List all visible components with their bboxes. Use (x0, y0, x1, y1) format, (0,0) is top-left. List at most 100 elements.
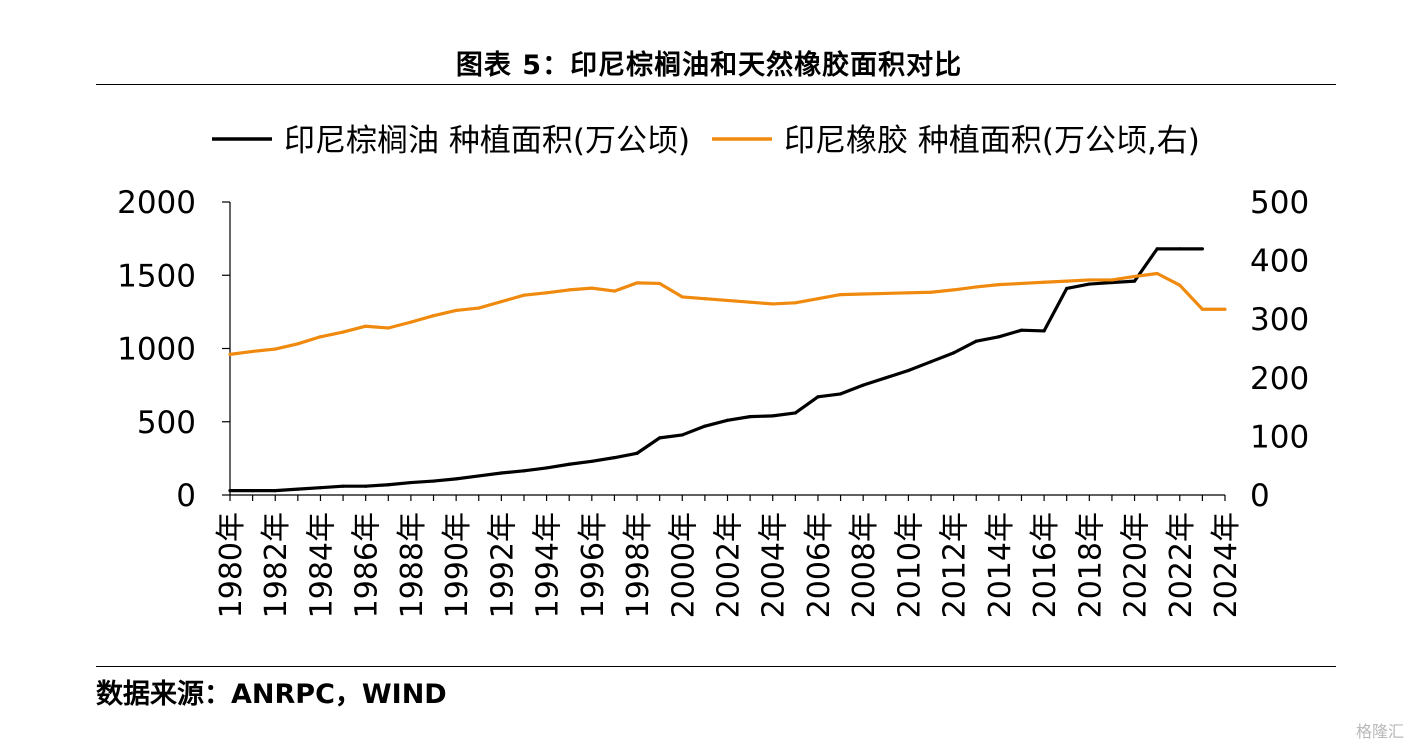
data-point (296, 487, 300, 491)
data-point (1065, 279, 1069, 283)
data-point (409, 320, 413, 324)
data-point (861, 383, 865, 387)
data-point (793, 301, 797, 305)
data-point (522, 469, 526, 473)
data-point (318, 486, 323, 490)
x-axis-tick-label: 2012年 (938, 512, 973, 618)
data-point (703, 297, 707, 301)
data-point (748, 415, 752, 419)
data-point (499, 300, 503, 304)
series-line-palm-oil (230, 247, 1203, 493)
page-title: 图表 5：印尼棕榈油和天然橡胶面积对比 (455, 50, 963, 81)
data-point (1087, 282, 1091, 286)
data-point (838, 292, 843, 297)
right-axis-tick-label: 0 (1250, 478, 1270, 514)
data-point (725, 298, 730, 303)
left-axis-tick-label: 500 (137, 405, 196, 441)
data-point (635, 281, 639, 285)
data-point (861, 292, 865, 296)
x-axis-tick-label: 1984年 (304, 512, 339, 618)
data-source: 数据来源：ANRPC，WIND (96, 679, 447, 710)
data-point (273, 347, 277, 351)
data-point (1110, 278, 1114, 282)
data-point (228, 489, 232, 493)
data-point (725, 418, 730, 422)
x-axis-tick-label: 2010年 (892, 512, 927, 618)
x-axis-tick-label: 1986年 (350, 512, 385, 618)
data-point (1155, 247, 1159, 251)
data-point (431, 314, 436, 318)
data-point (251, 489, 255, 493)
data-point (612, 456, 617, 460)
data-point (341, 330, 345, 334)
x-axis-tick-label: 2002年 (712, 512, 747, 618)
right-axis-tick-label: 400 (1250, 244, 1309, 280)
x-axis-tick-label: 1980年 (214, 512, 249, 618)
data-point (1019, 281, 1024, 286)
x-axis-tick-label: 2018年 (1073, 512, 1108, 618)
x-axis-tick-label: 2000年 (666, 512, 701, 618)
data-point (612, 289, 617, 293)
data-point (1200, 247, 1204, 251)
data-point (1178, 283, 1182, 287)
left-axis-tick-label: 1000 (117, 332, 196, 368)
data-point (658, 436, 662, 440)
data-point (816, 297, 820, 301)
data-point (1132, 279, 1137, 283)
data-point (454, 308, 458, 313)
data-point (997, 335, 1001, 339)
data-point (567, 462, 571, 466)
data-point (974, 285, 978, 289)
data-point (952, 351, 956, 355)
x-axis-tick-label: 1992年 (485, 512, 520, 618)
data-point (793, 411, 797, 415)
data-point (544, 291, 549, 295)
right-axis-tick-label: 500 (1250, 185, 1309, 221)
data-point (771, 302, 775, 306)
data-point (477, 474, 481, 478)
right-axis-tick-label: 200 (1250, 361, 1309, 397)
series-layer (228, 247, 1227, 493)
data-point (952, 288, 956, 292)
data-point (364, 324, 368, 328)
data-point (1019, 328, 1024, 332)
data-point (499, 471, 503, 475)
data-point (680, 295, 684, 299)
source-divider (96, 666, 1336, 667)
data-point (838, 392, 843, 396)
data-point (703, 424, 707, 428)
data-point (1223, 307, 1227, 311)
data-point (816, 395, 820, 399)
data-point (929, 360, 933, 364)
data-point (386, 483, 390, 487)
x-axis-tick-label: 1988年 (395, 512, 430, 618)
data-point (1200, 307, 1204, 311)
data-point (680, 433, 684, 437)
chart-legend: 印尼棕榈油 种植面积(万公顷) 印尼橡胶 种植面积(万公顷,右) (212, 123, 1200, 159)
line-chart: 印尼棕榈油 种植面积(万公顷) 印尼橡胶 种植面积(万公顷,右) 0 500 1000… (117, 123, 1309, 618)
data-point (454, 477, 458, 481)
x-axis-tick-label: 2016年 (1028, 512, 1063, 618)
data-point (567, 288, 571, 292)
data-point (431, 479, 436, 483)
legend-label: 印尼橡胶 种植面积(万公顷,右) (784, 123, 1200, 159)
data-point (906, 368, 911, 373)
data-point (1132, 274, 1137, 279)
data-point (228, 352, 232, 356)
data-point (884, 291, 888, 296)
data-point (1065, 286, 1069, 291)
data-point (1087, 278, 1091, 282)
legend-label: 印尼棕榈油 种植面积(万公顷) (284, 123, 690, 159)
data-point (1042, 329, 1046, 333)
data-point (341, 484, 345, 488)
data-point (364, 484, 368, 488)
watermark-logo: 格隆汇 (1355, 722, 1404, 741)
title-divider (96, 84, 1336, 85)
data-point (296, 342, 300, 346)
chart-axes: 0 500 1000 1500 2000 0 100 200 300 400 500 1980年 198… (117, 185, 1309, 618)
right-axis-tick-label: 300 (1250, 302, 1309, 338)
data-point (748, 300, 752, 304)
x-axis-tick-label: 1982年 (259, 512, 294, 618)
x-axis-tick-label: 1996年 (576, 512, 611, 618)
x-axis-tick-label: 1998年 (621, 512, 656, 618)
